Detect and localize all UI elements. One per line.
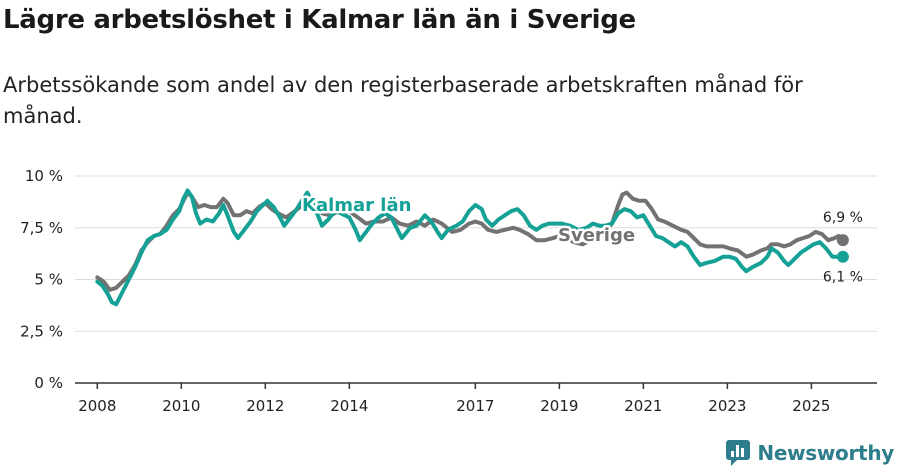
series-label-sverige: Sverige bbox=[558, 225, 635, 246]
x-tick-label: 2025 bbox=[792, 397, 830, 415]
end-point-kalmar bbox=[836, 250, 849, 263]
series-label-kalmar: Kalmar län bbox=[302, 195, 411, 216]
series-layer bbox=[95, 188, 849, 307]
newsworthy-logo: Newsworthy bbox=[725, 438, 894, 468]
bar-chart-logo-icon bbox=[726, 440, 751, 466]
x-tick-label: 2021 bbox=[624, 397, 662, 415]
brand-name: Newsworthy bbox=[757, 441, 894, 465]
end-point-sverige bbox=[836, 234, 849, 247]
series-line-sverige bbox=[95, 190, 845, 292]
axis-layer: 0 % 2,5 % 5 % 7,5 % 10 % 2008 2010 2012 2014 2017… bbox=[20, 167, 877, 415]
page-title: Lägre arbetslöshet i Kalmar län än i Sve… bbox=[3, 5, 636, 35]
x-tick-label: 2012 bbox=[246, 397, 284, 415]
end-value-label-sverige: 6,9 % bbox=[823, 210, 863, 226]
x-tick-label: 2023 bbox=[708, 397, 746, 415]
page-subtitle: Arbetssökande som andel av den registerb… bbox=[3, 73, 803, 128]
x-tick-label: 2019 bbox=[540, 397, 578, 415]
x-tick-label: 2010 bbox=[162, 397, 200, 415]
y-tick-label: 5 % bbox=[34, 271, 63, 289]
x-tick-label: 2008 bbox=[78, 397, 116, 415]
x-tick-label: 2017 bbox=[456, 397, 494, 415]
y-tick-label: 0 % bbox=[34, 374, 63, 392]
series-line-kalmar bbox=[95, 188, 845, 307]
y-tick-label: 2,5 % bbox=[20, 322, 63, 340]
end-value-label-kalmar: 6,1 % bbox=[823, 270, 863, 286]
y-tick-label: 10 % bbox=[25, 167, 63, 185]
label-layer: Kalmar län Sverige 6,9 % 6,1 % bbox=[300, 193, 863, 286]
grid-layer bbox=[75, 175, 877, 332]
y-tick-label: 7,5 % bbox=[20, 219, 63, 237]
x-tick-label: 2014 bbox=[330, 397, 368, 415]
